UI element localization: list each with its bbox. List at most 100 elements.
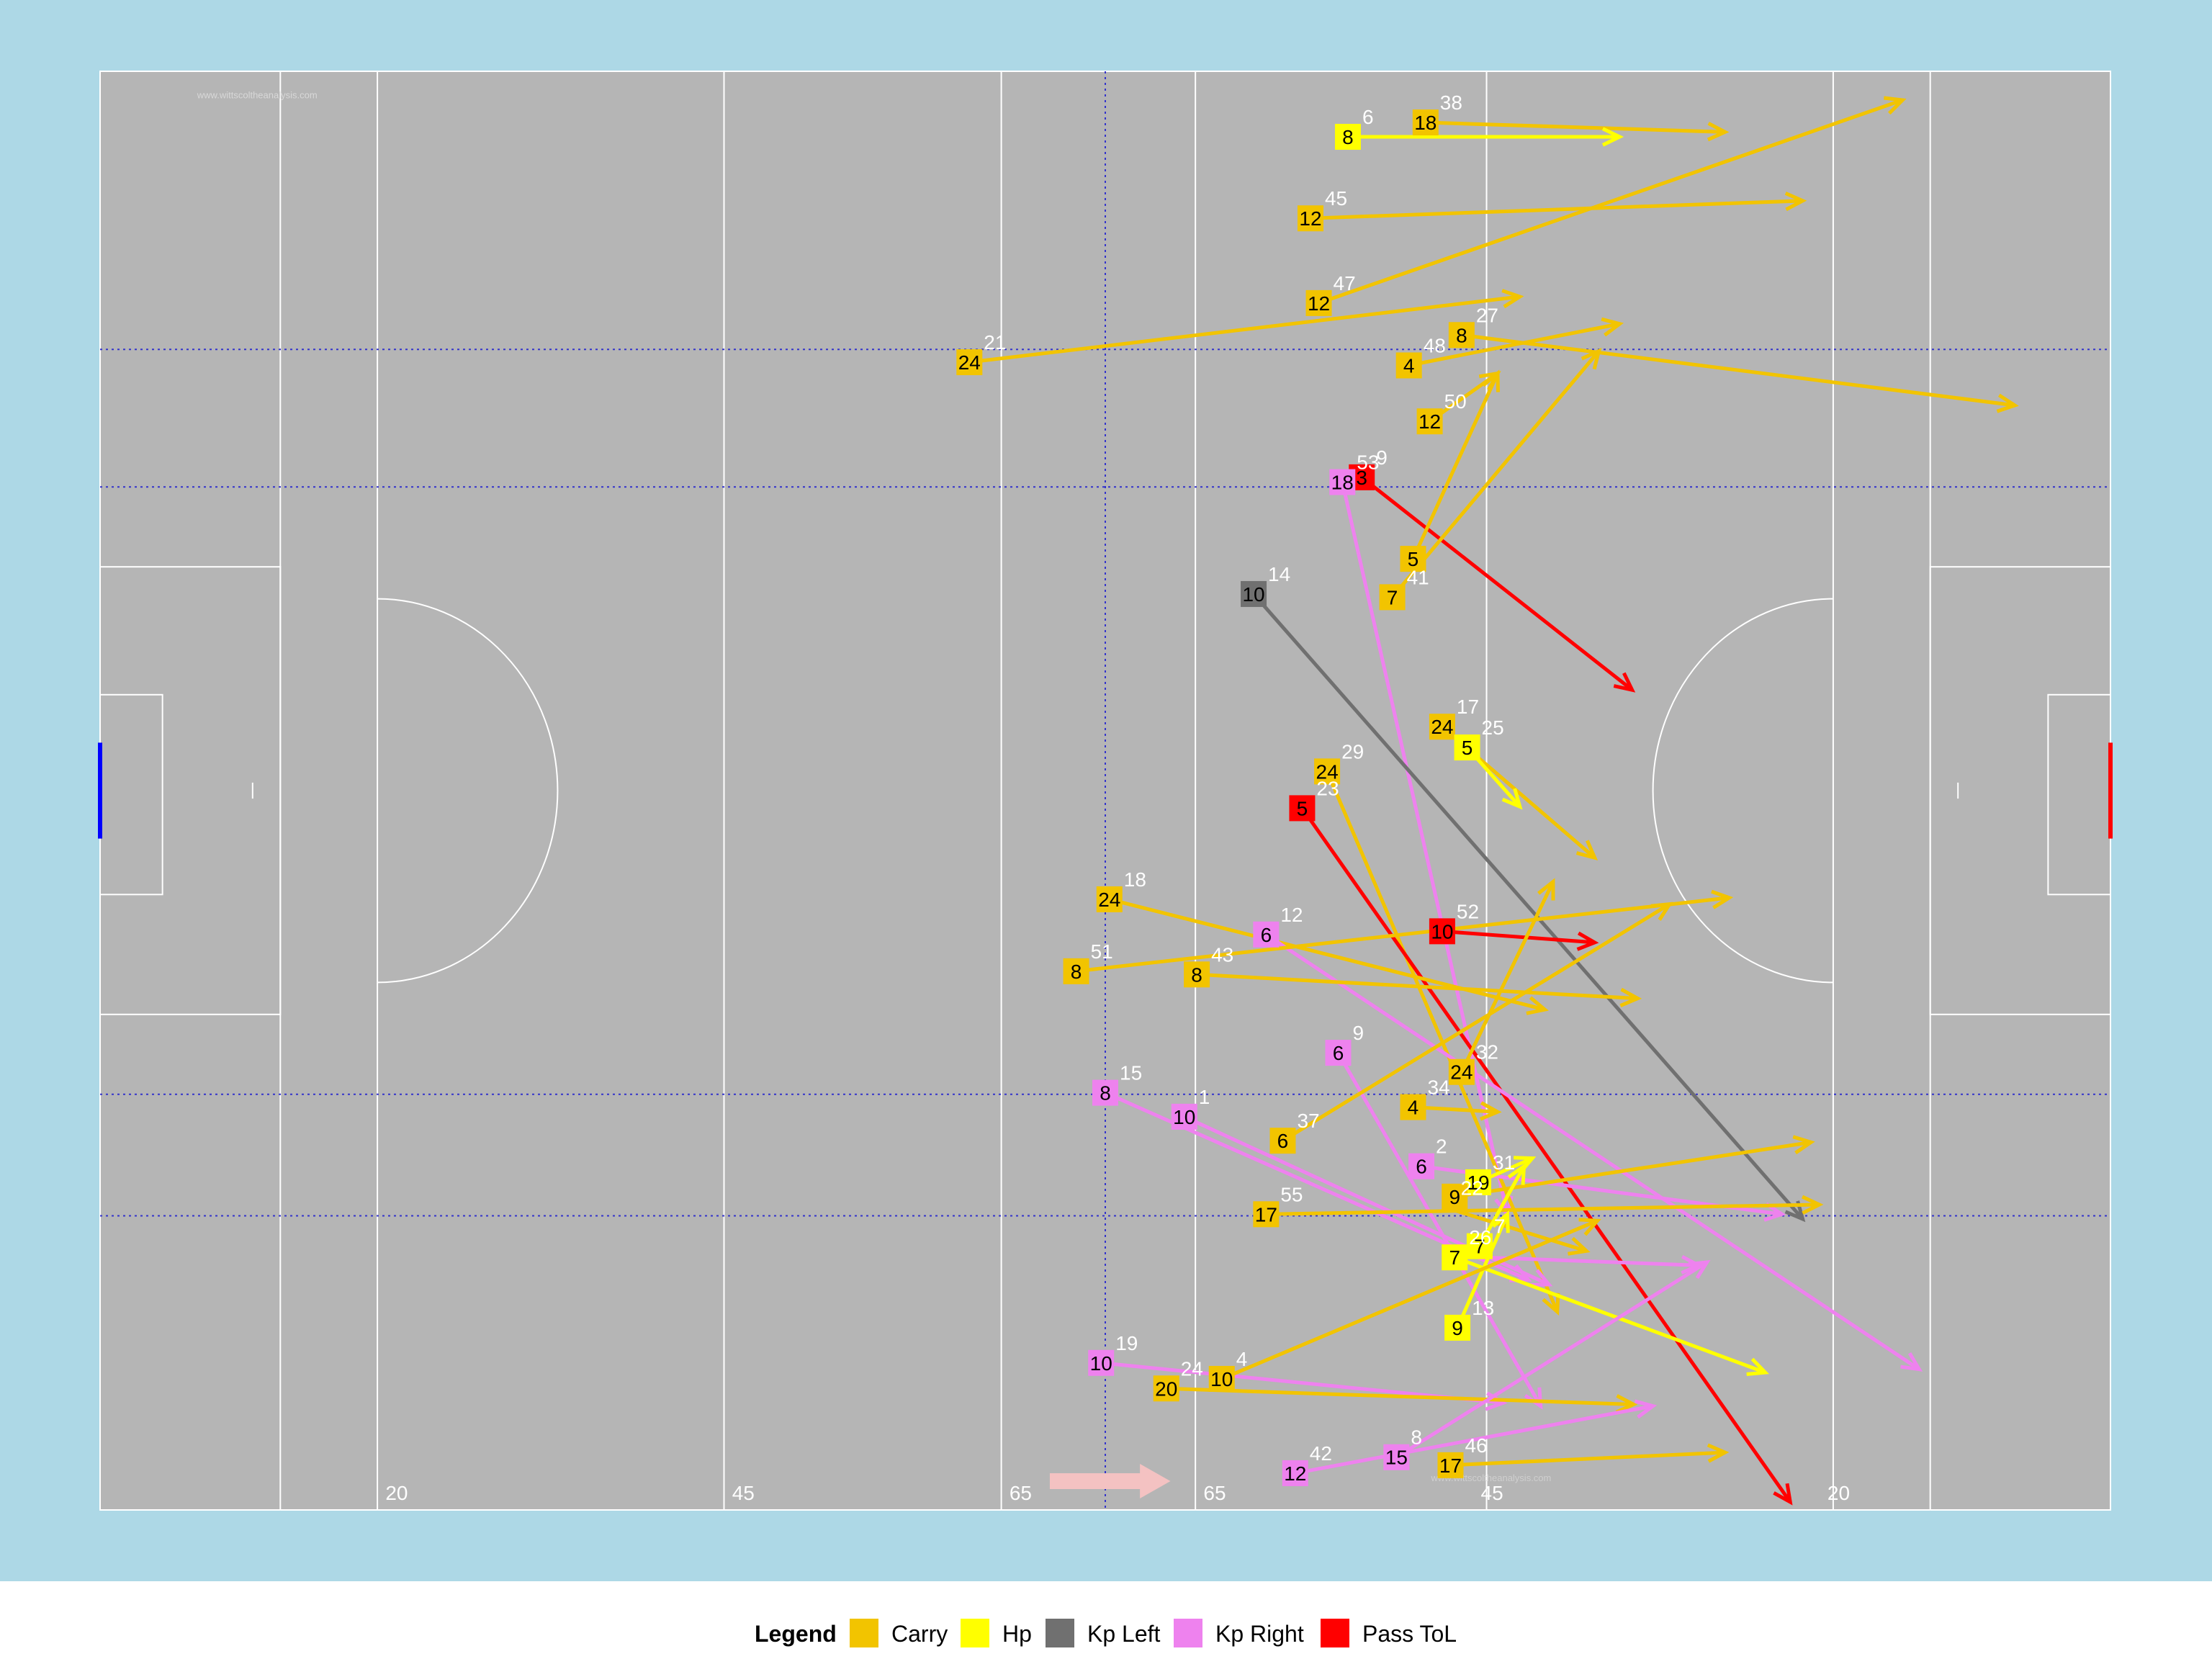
event-arrowhead [1578,1218,1601,1236]
sequence-label: 4 [1236,1348,1248,1370]
event-arrowhead [1615,1394,1638,1414]
event-line [1166,1386,1634,1406]
sequence-label: 50 [1444,390,1467,413]
player-marker [1153,1375,1179,1402]
event-line [1076,896,1730,974]
legend-label: Pass ToL [1362,1621,1457,1647]
event-arrowhead [1707,1443,1730,1463]
event-line [1220,1218,1599,1381]
player-number: 12 [1419,410,1441,433]
player-marker [1395,352,1422,379]
sequence-label: 52 [1457,900,1479,922]
sequence-label: 7 [1494,1215,1506,1238]
event-line [1266,1202,1820,1216]
player-marker [1465,1169,1491,1195]
event-arrowhead [1581,348,1602,370]
event-line [1310,199,1803,220]
player-number: 12 [1308,292,1330,315]
sequence-label: 51 [1091,940,1113,963]
player-marker [1241,580,1267,607]
event-arrowhead [1619,987,1642,1007]
player-number: 20 [1155,1377,1177,1400]
player-marker [1325,1040,1352,1066]
sequence-label: 53 [1357,451,1379,474]
player-number: 24 [958,351,981,374]
player-number: 17 [1439,1455,1462,1477]
player-marker [1092,1079,1118,1106]
player-marker [1314,758,1341,785]
player-marker [1429,714,1455,740]
event-arrowhead [1491,1210,1510,1233]
player-marker [1088,1349,1115,1376]
legend-swatch [1046,1619,1074,1647]
event-arrowhead [1524,1387,1543,1410]
events-layer: 1838861245124782724214481250391853574110… [956,91,2019,1506]
event-line [1109,897,1546,1012]
player-marker [1253,1201,1280,1228]
event-arrowhead [1601,127,1624,147]
goal-left [98,742,102,839]
player-number: 12 [1284,1462,1306,1485]
sequence-label: 9 [1352,1022,1364,1044]
event-arrowhead [1526,996,1549,1015]
player-number: 18 [1331,472,1354,494]
event-line [1413,1105,1498,1114]
event-arrowhead [1482,369,1500,392]
player-number: 7 [1387,586,1398,608]
watermark: www.wittscoltheanalysis.com [197,90,318,101]
player-marker [1289,795,1316,822]
field-distance-label: 45 [1481,1482,1503,1504]
goal-right [2108,742,2113,839]
field-distance-label: 20 [1827,1482,1850,1504]
player-marker [1253,921,1280,948]
direction-arrowhead [1140,1464,1171,1499]
legend-swatch [1174,1619,1202,1647]
field-distance-label: 45 [732,1482,755,1504]
event-arrowhead [1650,902,1673,921]
player-number: 8 [1342,126,1354,148]
event-line [1483,1255,1699,1267]
player-number: 4 [1408,1097,1419,1119]
event-arrowhead [1884,96,1907,115]
player-marker [1429,918,1455,945]
event-arrowhead [1601,317,1624,337]
player-number: 5 [1408,548,1419,570]
sequence-label: 42 [1310,1442,1332,1465]
player-number: 24 [1450,1061,1473,1084]
legend-title: Legend [755,1621,837,1647]
event-line [1282,902,1671,1143]
sequence-label: 24 [1181,1357,1203,1380]
player-number: 6 [1333,1042,1344,1064]
event-line [1390,349,1601,598]
player-number: 24 [1431,716,1453,738]
player-marker [956,349,983,376]
event-line [1264,932,1920,1371]
event-arrowhead [1542,1292,1560,1316]
player-marker [1329,469,1356,495]
player-marker [1400,546,1426,572]
player-number: 17 [1255,1203,1277,1226]
player-number: 6 [1261,924,1272,946]
player-number: 5 [1297,797,1308,819]
legend-label: Hp [1002,1621,1032,1647]
player-marker [1171,1103,1197,1130]
event-line [1478,1165,1526,1247]
sequence-label: 27 [1476,304,1498,326]
event-arrowhead [1479,1101,1502,1121]
event-arrowhead [1784,1200,1806,1223]
player-number: 10 [1173,1106,1195,1128]
event-line [1461,333,2015,408]
player-marker [1466,1233,1493,1259]
sequence-label: 8 [1411,1426,1422,1449]
legend: Legend Carry Hp Kp Left Kp Right Pass ToL [755,1619,1457,1647]
player-number: 10 [1210,1368,1233,1390]
event-line [1460,881,1555,1073]
player-number: 3 [1356,467,1367,489]
sequence-label: 47 [1334,272,1356,295]
player-marker [1448,1058,1475,1085]
legend-swatch [1321,1619,1349,1647]
sequence-label: 18 [1124,868,1146,891]
event-arrowhead [1792,1135,1815,1155]
sequence-label: 46 [1465,1434,1487,1457]
